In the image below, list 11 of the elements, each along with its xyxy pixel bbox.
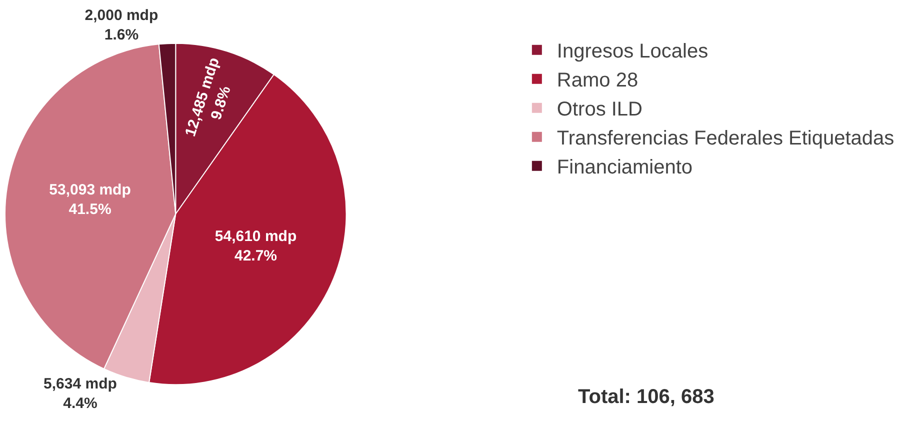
legend-label: Otros ILD (556, 98, 642, 121)
data-label: 53,093 mdp 41.5% (49, 181, 131, 218)
text: Total: 106, 683 (578, 386, 714, 408)
data-label: 5,634 mdp 4.4% (44, 376, 117, 412)
data-label: 54,610 mdp 42.7% (214, 228, 297, 265)
data-label: 2,000 mdp 1.6% (84, 7, 158, 44)
legend-label: Transferencias Federales Etiquetadas (556, 128, 894, 150)
legend-label: Ramo 28 (556, 70, 638, 92)
legend-label: Financiamiento (556, 156, 693, 179)
data-label: 12,485 mdp 9.8% (182, 56, 234, 139)
legend-label: Ingresos Locales (556, 40, 708, 63)
